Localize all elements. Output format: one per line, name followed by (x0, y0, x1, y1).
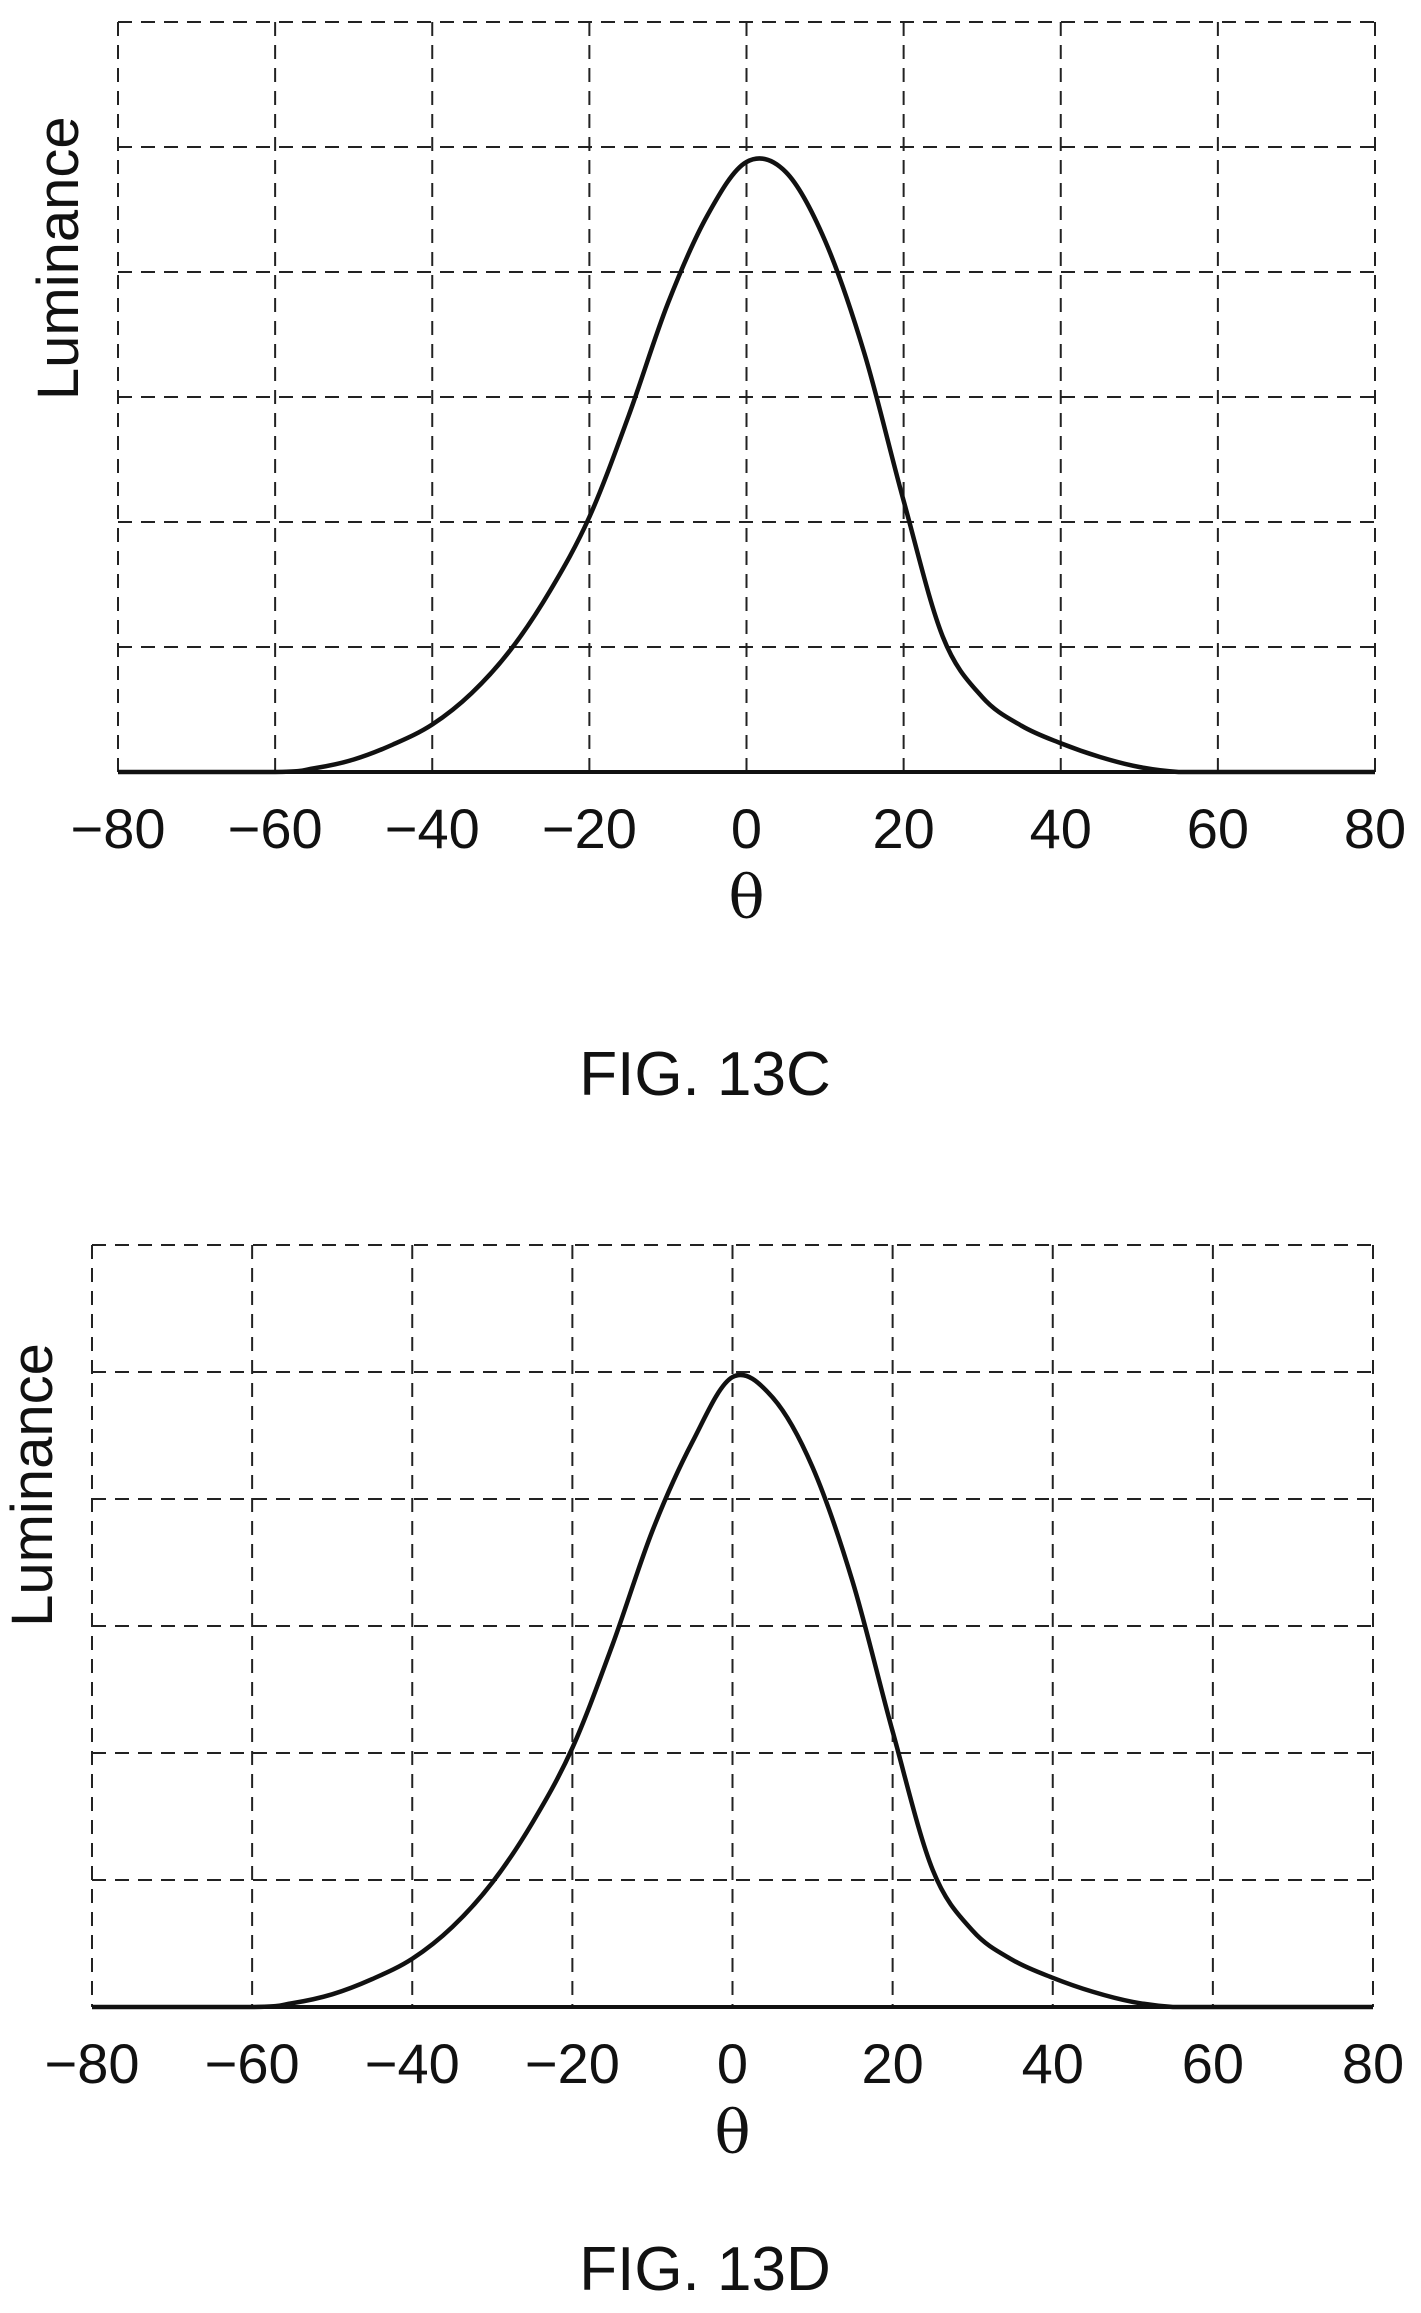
x-tick-label: 40 (1022, 2032, 1084, 2095)
x-tick-label: 20 (861, 2032, 923, 2095)
x-tick-label: −20 (542, 797, 637, 860)
x-tick-label: −40 (385, 797, 480, 860)
x-tick-label: 20 (872, 797, 934, 860)
chart-fig-13d: −80 −60 −40 −20 0 20 40 60 80 θ Luminance FIG. 13D (0, 1244, 1404, 2304)
y-axis-label: Luminance (26, 116, 91, 400)
x-tick-label: 80 (1344, 797, 1406, 860)
y-axis-label: Luminance (0, 1343, 65, 1627)
series-line (118, 156, 1375, 775)
figure-caption: FIG. 13D (579, 2235, 831, 2304)
x-tick-label: −60 (228, 797, 323, 860)
grid (91, 1244, 1374, 2007)
x-tick-label: −80 (45, 2032, 140, 2095)
chart-fig-13c: −80 −60 −40 −20 0 20 40 60 80 θ Luminance FIG. 13C (26, 21, 1406, 1109)
x-tick-label: 40 (1030, 797, 1092, 860)
x-axis-label: θ (714, 2098, 750, 2168)
grid (117, 21, 1376, 772)
x-tick-label: −80 (71, 797, 166, 860)
x-axis-label: θ (728, 863, 764, 933)
x-tick-label: −40 (365, 2032, 460, 2095)
x-tick-label: 0 (717, 2032, 748, 2095)
figure-caption: FIG. 13C (579, 1040, 831, 1109)
series-line (92, 1372, 1373, 2010)
x-tick-label: −60 (205, 2032, 300, 2095)
x-tick-label: 0 (731, 797, 762, 860)
x-tick-label: 60 (1187, 797, 1249, 860)
x-tick-label: 60 (1182, 2032, 1244, 2095)
x-tick-label: −20 (525, 2032, 620, 2095)
x-tick-label: 80 (1342, 2032, 1404, 2095)
